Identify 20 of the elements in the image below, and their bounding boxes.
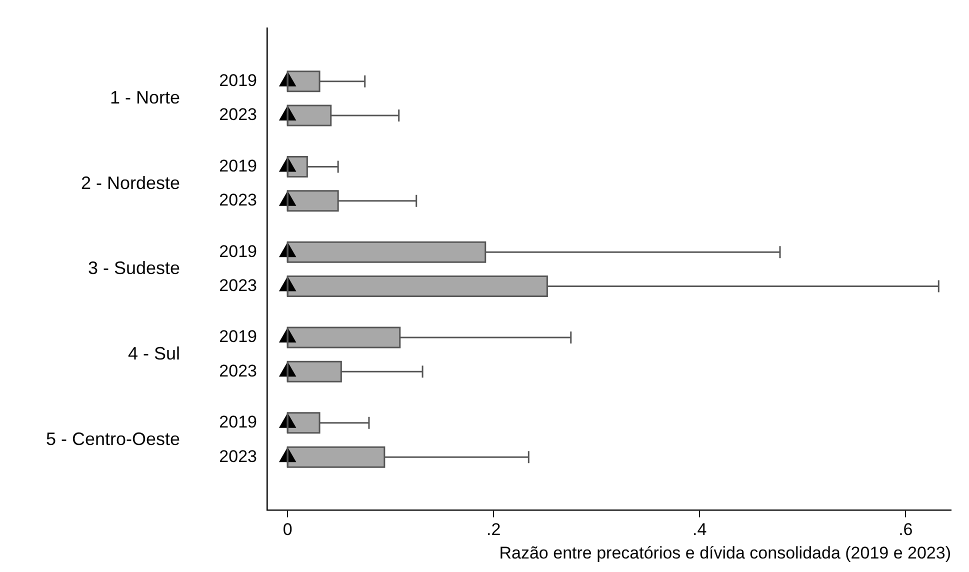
y-tick-label: 2019 [219, 412, 257, 432]
y-tick-label: 2023 [219, 105, 257, 124]
text: 1 - Norte [110, 87, 180, 108]
y-tick-label: 2023 [219, 361, 257, 380]
y-tick-label: 2019 [219, 327, 257, 346]
y-tick-label: 2023 [219, 276, 257, 295]
x-tick-label: .2 [486, 520, 501, 540]
y-tick-label: 2019 [219, 71, 257, 90]
text: 4 - Sul [128, 344, 180, 364]
text: 5 - Centro-Oeste [46, 428, 180, 449]
y-tick-label: 2019 [219, 242, 257, 261]
text: 3 - Sudeste [88, 258, 180, 278]
x-tick-label: .4 [692, 520, 707, 540]
y-tick-label: 2019 [219, 156, 257, 176]
x-axis-title: Razão entre precatórios e dívida consolidada (2019 e 2023) [499, 543, 951, 562]
text: 2 - Nordeste [80, 172, 180, 193]
x-tick-label: 0 [282, 520, 292, 540]
x-tick-label: .6 [898, 520, 913, 540]
y-tick-label: 2023 [219, 446, 257, 466]
y-tick-label: 2023 [219, 190, 257, 210]
